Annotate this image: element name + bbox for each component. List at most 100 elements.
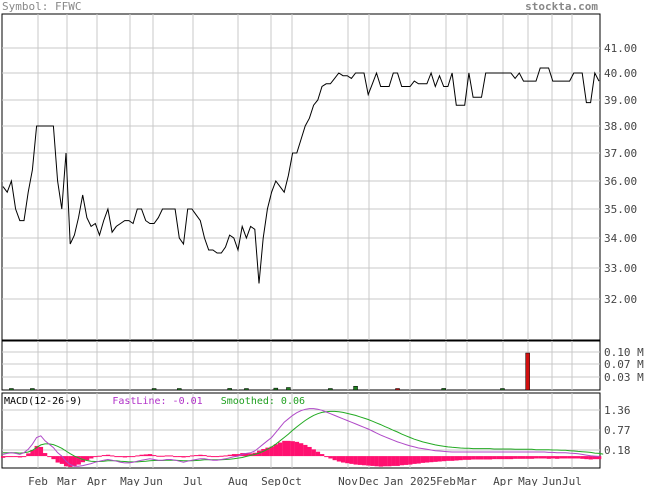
macd-histogram-bar <box>412 456 417 464</box>
volume-tick-label: 0.03 M <box>604 371 644 384</box>
volume-bar <box>151 388 157 391</box>
macd-histogram-bar <box>173 456 178 458</box>
price-tick-label: 33.00 <box>604 262 637 275</box>
brand-link[interactable]: stockta.com <box>525 0 598 13</box>
macd-histogram-bar <box>152 455 157 457</box>
price-tick-label: 35.00 <box>604 203 637 216</box>
price-line <box>2 67 600 284</box>
macd-histogram-bar <box>500 456 505 460</box>
volume-bar <box>525 352 530 391</box>
macd-histogram-bar <box>387 456 392 467</box>
macd-histogram-bar <box>72 456 77 467</box>
volume-bar <box>500 388 505 391</box>
x-tick-label: Oct <box>282 475 302 486</box>
macd-histogram-bar <box>21 456 27 458</box>
x-tick-label: Feb <box>436 475 456 486</box>
macd-tick-label: 1.36 <box>604 404 631 417</box>
macd-histogram-bar <box>227 454 232 457</box>
macd-histogram-bar <box>194 455 199 457</box>
volume-bar <box>9 388 14 391</box>
macd-smoothed-line <box>3 410 604 463</box>
macd-histogram-bar <box>521 456 526 459</box>
macd-histogram-bar <box>370 456 375 466</box>
macd-histogram-bar <box>517 456 522 459</box>
macd-histogram-bar <box>177 456 182 458</box>
symbol-label: Symbol: FFWC <box>2 0 82 13</box>
macd-histogram-bar <box>236 454 241 457</box>
macd-histogram-bar <box>340 456 346 463</box>
x-tick-label: Dec <box>359 475 379 486</box>
macd-histogram-bar <box>278 442 283 457</box>
macd-histogram-bar <box>273 444 279 457</box>
macd-histogram-bar <box>487 456 493 460</box>
macd-histogram-bar <box>353 456 358 465</box>
macd-legend-fastline: FastLine: -0.01 <box>112 396 203 407</box>
price-tick-label: 40.00 <box>604 67 637 80</box>
x-tick-label: Nov <box>338 475 358 486</box>
macd-histogram-bar <box>105 454 111 457</box>
macd-histogram-bar <box>357 456 363 465</box>
macd-histogram-bar <box>5 456 10 458</box>
macd-histogram-bar <box>567 456 572 459</box>
volume-bar <box>30 388 35 391</box>
macd-histogram-bar <box>51 456 56 460</box>
macd-histogram-bar <box>374 456 379 467</box>
macd-histogram-bar <box>563 456 568 459</box>
macd-histogram-bar <box>299 443 304 457</box>
macd-histogram-bar <box>303 444 308 457</box>
price-tick-label: 37.00 <box>604 147 637 160</box>
macd-histogram-bar <box>328 456 333 459</box>
macd-panel: 1.36 0.77 0.18 <box>1 392 631 469</box>
macd-histogram-bar <box>424 456 430 463</box>
macd-histogram-bar <box>17 456 23 458</box>
macd-histogram-bar <box>13 456 18 458</box>
macd-histogram-bar <box>101 455 107 457</box>
macd-histogram-bar <box>349 456 354 464</box>
macd-histogram-bar <box>135 455 140 457</box>
macd-histogram-bar <box>282 440 287 457</box>
macd-histogram-bar <box>202 455 207 457</box>
x-axis: Feb Mar Apr May Jun Jul Aug Sep Oct Nov Dec Jan 202… <box>28 475 582 486</box>
volume-bar <box>353 385 358 391</box>
macd-histogram-bar <box>504 456 509 460</box>
x-tick-label: May <box>518 475 538 486</box>
macd-histogram-bar <box>38 446 44 457</box>
macd-histogram-bar <box>118 456 123 458</box>
macd-histogram-bar <box>597 456 602 460</box>
panel-frame <box>1 13 601 341</box>
macd-histogram-bar <box>30 450 35 457</box>
macd-legend-smoothed: Smoothed: 0.06 <box>220 396 306 407</box>
macd-histogram-bar <box>47 456 52 458</box>
macd-histogram-bar <box>378 456 384 467</box>
macd-histogram-bar <box>479 456 484 460</box>
macd-histogram-bar <box>571 456 577 459</box>
macd-histogram-bar <box>286 440 291 457</box>
x-tick-label: Aug <box>228 475 248 486</box>
macd-histogram-bar <box>160 455 165 457</box>
macd-histogram-bar <box>395 456 400 466</box>
volume-tick-label: 0.10 M <box>604 346 644 359</box>
x-tick-label: Jan 2025 <box>384 475 437 486</box>
macd-histogram-bar <box>185 456 190 458</box>
x-tick-label: Feb <box>28 475 48 486</box>
macd-histogram-bar <box>89 456 94 459</box>
macd-histogram-bar <box>168 455 174 457</box>
x-tick-label: Mar <box>457 475 477 486</box>
x-tick-label: Apr <box>493 475 513 486</box>
macd-histogram-bar <box>181 456 186 458</box>
macd-histogram-bar <box>131 456 136 458</box>
macd-histogram-bar <box>147 454 153 457</box>
macd-histogram-bar <box>454 456 459 461</box>
price-tick-label: 38.00 <box>604 120 637 133</box>
macd-histogram-bar <box>42 453 48 457</box>
volume-bar <box>286 387 291 391</box>
macd-histogram-bar <box>219 455 224 457</box>
macd-histogram-bar <box>534 456 539 459</box>
x-tick-label: Jul <box>562 475 582 486</box>
macd-legend-title: MACD(12-26-9) <box>4 396 83 407</box>
macd-histogram-bar <box>265 447 270 457</box>
macd-histogram-bar <box>206 455 211 457</box>
macd-histogram-bar <box>513 456 518 459</box>
macd-histogram-bar <box>366 456 371 466</box>
x-tick-label: Mar <box>57 475 77 486</box>
